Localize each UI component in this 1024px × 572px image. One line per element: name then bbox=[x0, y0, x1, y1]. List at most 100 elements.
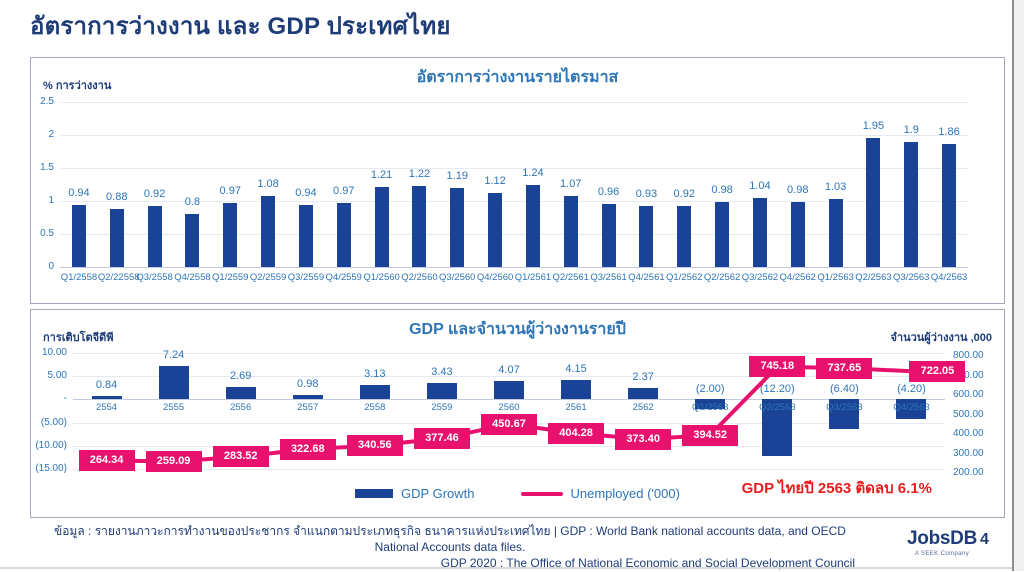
x-tick-label: 2556 bbox=[230, 402, 252, 414]
bar-value-label: 2.37 bbox=[632, 371, 654, 384]
bar bbox=[563, 196, 578, 267]
x-tick-label: Q1/2561 bbox=[514, 272, 552, 283]
bar bbox=[677, 206, 692, 267]
bar-value-label: 1.22 bbox=[408, 168, 431, 181]
bar-value-label: (6.40) bbox=[830, 383, 859, 396]
legend-label-gdp-growth: GDP Growth bbox=[401, 486, 475, 501]
y-tick-label-right: 400.00 bbox=[953, 428, 984, 439]
x-tick-label: Q2/2561 bbox=[552, 272, 589, 283]
y-tick-label-left: (15.00) bbox=[35, 463, 67, 474]
bar-value-label: (12.20) bbox=[759, 383, 795, 396]
bar-value-label: 0.88 bbox=[106, 190, 128, 203]
bar-value-label: 1.86 bbox=[938, 126, 960, 139]
bar bbox=[336, 202, 351, 267]
x-tick-label: Q1/2562 bbox=[666, 272, 703, 283]
unemployed-line-swatch-icon bbox=[520, 491, 563, 496]
bar bbox=[904, 141, 919, 267]
y-tick-label: 0.5 bbox=[40, 228, 54, 239]
bar bbox=[715, 202, 730, 267]
line-point-label: 722.05 bbox=[909, 360, 966, 382]
line-point-label: 737.65 bbox=[816, 357, 873, 379]
bar bbox=[225, 386, 256, 400]
bar bbox=[752, 198, 767, 267]
x-tick-label: Q1/2560 bbox=[363, 272, 400, 283]
x-tick-label: Q2/22558 bbox=[97, 272, 140, 283]
x-tick-label: Q3/2559 bbox=[287, 272, 325, 283]
chart1-y-axis-label: % การว่างงาน bbox=[43, 80, 112, 92]
bar bbox=[261, 195, 276, 267]
line-point-label: 264.34 bbox=[78, 449, 135, 471]
x-tick-label: 2559 bbox=[431, 402, 453, 414]
source-note-line2: GDP 2020 : The Office of National Econom… bbox=[440, 556, 855, 571]
bar bbox=[790, 202, 805, 267]
bar-value-label: (2.00) bbox=[695, 383, 725, 396]
x-tick-label: 2557 bbox=[297, 402, 319, 414]
gridline bbox=[73, 469, 945, 470]
bar bbox=[828, 199, 843, 267]
bar-value-label: 2.69 bbox=[229, 369, 252, 382]
y-tick-label-right: 500.00 bbox=[953, 408, 984, 420]
bar bbox=[359, 384, 390, 400]
y-tick-label-left: 5.00 bbox=[47, 370, 67, 382]
bar-value-label: 0.94 bbox=[68, 186, 90, 199]
chart1-plot-area: 2.5 2 1.5 1 0.5 0 0.94 Q1/2558 0.88 Q2/22558 0.92 Q… bbox=[40, 96, 968, 283]
x-tick-label: Q4/2563 bbox=[930, 272, 968, 283]
line-point-label: 340.56 bbox=[346, 435, 403, 457]
bar-value-label: 0.97 bbox=[333, 184, 355, 197]
gridline bbox=[60, 102, 968, 103]
bar bbox=[292, 394, 323, 400]
bar bbox=[896, 399, 927, 419]
bar-value-label: 1.24 bbox=[522, 167, 544, 180]
bar bbox=[412, 186, 427, 267]
line-point-label: 450.67 bbox=[481, 413, 537, 435]
chart2-plot-area: 10.00 5.00 - (5.00) (10.00) (15.00) 800.00 700.… bbox=[35, 347, 983, 478]
bar-value-label: 4.15 bbox=[565, 363, 587, 376]
quarterly-unemployment-chart-panel: % การว่างงาน อัตราการว่างงานรายไตรมาส 2.… bbox=[30, 57, 1005, 304]
x-tick-label: Q3/2560 bbox=[439, 272, 476, 283]
x-tick-label: Q2/2562 bbox=[703, 272, 741, 283]
bar-value-label: 1.95 bbox=[862, 120, 885, 133]
x-tick-label: 2560 bbox=[498, 402, 520, 414]
x-tick-label: 2555 bbox=[163, 402, 185, 414]
bar bbox=[525, 185, 540, 267]
y-tick-label-right: 700.00 bbox=[953, 369, 984, 381]
bar bbox=[426, 383, 457, 400]
bar-value-label: 7.24 bbox=[162, 348, 185, 361]
bar-value-label: 1.21 bbox=[370, 169, 393, 182]
bar-value-label: (4.20) bbox=[897, 383, 926, 396]
y-tick-label-right: 800.00 bbox=[953, 350, 984, 361]
source-note: ข้อมูล : รายงานภาวะการทำงานของประชากร จำ… bbox=[35, 523, 865, 572]
line-point-label: 394.52 bbox=[682, 424, 739, 446]
y-tick-label: 1.5 bbox=[40, 162, 54, 173]
gridline bbox=[60, 234, 968, 235]
page-number: 4 bbox=[980, 531, 989, 548]
x-tick-label: Q2/2560 bbox=[401, 272, 438, 283]
bar-value-label: 4.07 bbox=[498, 363, 520, 376]
bar bbox=[695, 399, 726, 409]
unemployed-trend-line bbox=[106, 364, 912, 464]
gridline bbox=[60, 168, 968, 169]
bar-value-label: 0.98 bbox=[787, 184, 809, 197]
source-note-line1: ข้อมูล : รายงานภาวะการทำงานของประชากร จำ… bbox=[54, 524, 846, 555]
y-tick-label-right: 300.00 bbox=[953, 447, 984, 459]
x-tick-label: 2558 bbox=[364, 402, 386, 414]
legend-item-unemployed: Unemployed ('000) bbox=[520, 486, 680, 501]
x-tick-label: Q3/2558 bbox=[136, 272, 173, 283]
bar bbox=[450, 188, 465, 267]
line-point-label: 322.68 bbox=[279, 438, 336, 460]
bar bbox=[109, 208, 124, 267]
gridline bbox=[60, 267, 968, 268]
line-point-label: 404.28 bbox=[548, 422, 605, 444]
bar bbox=[829, 399, 860, 430]
y-tick-label: 2.5 bbox=[40, 96, 54, 107]
y-tick-label-left: - bbox=[63, 393, 67, 405]
window-bottom-edge bbox=[0, 567, 1012, 569]
x-tick-label: Q4/2562 bbox=[779, 272, 816, 283]
x-tick-label: Q1/2563 bbox=[817, 272, 854, 283]
bar-value-label: 0.92 bbox=[673, 188, 695, 201]
line-point-label: 259.09 bbox=[145, 450, 202, 472]
gridline bbox=[60, 201, 968, 202]
x-tick-label: Q4/2559 bbox=[325, 272, 362, 283]
x-tick-label: Q2/2563 bbox=[855, 272, 892, 283]
